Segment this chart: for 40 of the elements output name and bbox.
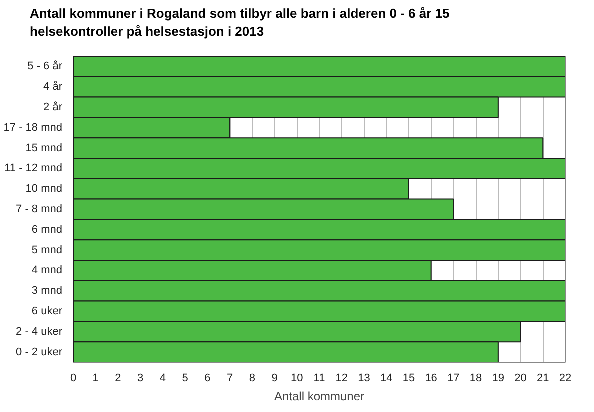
x-tick-label: 21 — [537, 372, 550, 385]
y-tick-label: 7 - 8 mnd — [16, 204, 63, 216]
y-tick-label: 17 - 18 mnd — [4, 122, 62, 134]
y-tick-label: 3 mnd — [32, 285, 63, 298]
x-tick-label: 3 — [138, 372, 144, 385]
x-tick-label: 8 — [249, 372, 256, 385]
y-tick-label: 5 - 6 år — [28, 61, 63, 74]
x-tick-label: 7 — [226, 372, 234, 385]
x-tick-label: 19 — [492, 372, 505, 385]
y-tick-label: 4 mnd — [32, 265, 63, 278]
x-tick-label: 13 — [358, 372, 370, 385]
x-tick-label: 12 — [336, 372, 348, 385]
x-tick-label: 11 — [314, 372, 326, 385]
x-tick-label: 4 — [160, 372, 166, 385]
x-tick-label: 10 — [291, 372, 304, 385]
y-tick-label: 4 år — [44, 81, 63, 94]
x-tick-label: 6 — [204, 372, 211, 385]
x-tick-label: 14 — [380, 372, 393, 385]
x-tick-label: 0 — [70, 372, 77, 385]
x-tick-label: 9 — [272, 372, 278, 385]
x-tick-label: 17 — [448, 372, 460, 385]
x-tick-label: 18 — [470, 372, 482, 385]
x-tick-label: 15 — [402, 372, 416, 385]
y-tick-label: 2 - 4 uker — [16, 326, 63, 338]
x-tick-label: 5 — [182, 372, 188, 385]
x-tick-label: 2 — [115, 372, 122, 385]
x-axis-title: Antall kommuner — [274, 390, 365, 404]
x-tick-label: 20 — [514, 372, 527, 385]
y-tick-label: 2 år — [44, 102, 63, 114]
y-tick-label: 15 mnd — [26, 142, 63, 155]
y-tick-label: 6 uker — [32, 306, 63, 318]
x-tick-label: 22 — [559, 372, 572, 385]
y-tick-label: 6 mnd — [32, 224, 63, 236]
y-tick-label: 10 mnd — [26, 183, 63, 196]
x-tick-label: 1 — [92, 372, 99, 385]
y-tick-label: 11 - 12 mnd — [4, 163, 63, 176]
y-tick-label: 5 mnd — [32, 244, 63, 257]
y-tick-label: 0 - 2 uker — [16, 346, 63, 359]
x-tick-label: 16 — [425, 372, 438, 385]
chart-title: Antall kommuner i Rogaland som tilbyr alle barn i alderen 0 - 6 år 15 helsekontroller på helsestasjon i 2013 — [30, 5, 451, 42]
